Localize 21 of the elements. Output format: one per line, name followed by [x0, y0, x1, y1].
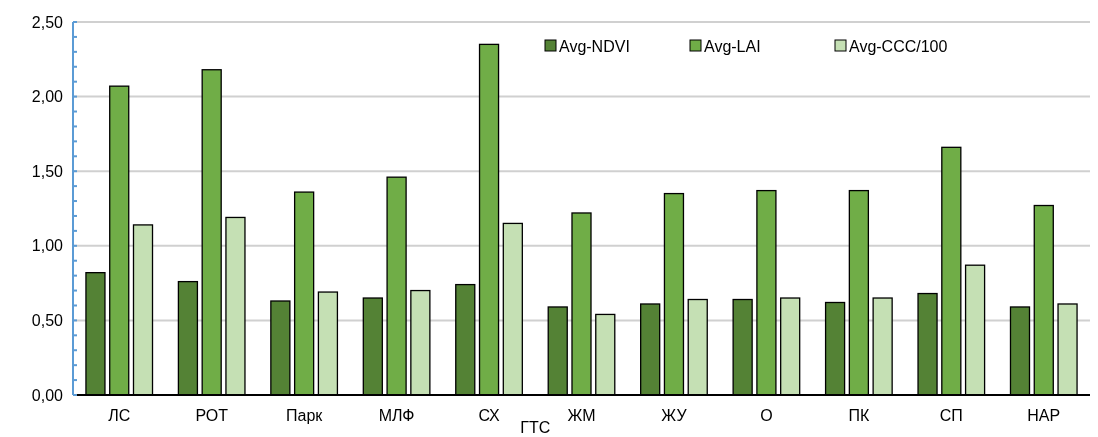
legend-label: Avg-NDVI [559, 37, 630, 55]
y-tick-label: 2,50 [31, 13, 64, 31]
x-tick-label: ПК [848, 407, 870, 424]
x-tick-label: РОТ [195, 407, 229, 424]
y-tick-label: 0,00 [31, 386, 64, 404]
x-tick-label: О [760, 407, 773, 424]
legend-label: Avg-LAI [704, 37, 761, 55]
x-tick-label: МЛФ [378, 407, 415, 424]
x-tick-label: СП [939, 407, 963, 424]
x-tick-label: ЛС [108, 407, 131, 424]
x-axis-title: ГТС [520, 419, 551, 436]
y-tick-label: 0,50 [31, 312, 64, 329]
legend-label: Avg-CCC/100 [849, 37, 948, 55]
x-tick-label: Парк [285, 407, 324, 424]
y-tick-label: 1,00 [31, 237, 64, 255]
y-tick-label: 1,50 [31, 162, 64, 180]
y-tick-label: 2,00 [31, 88, 64, 106]
x-tick-label: СХ [478, 407, 501, 424]
x-tick-label: ЖУ [661, 407, 688, 424]
x-tick-label: НАР [1027, 407, 1061, 424]
x-tick-label: ЖМ [567, 407, 596, 424]
